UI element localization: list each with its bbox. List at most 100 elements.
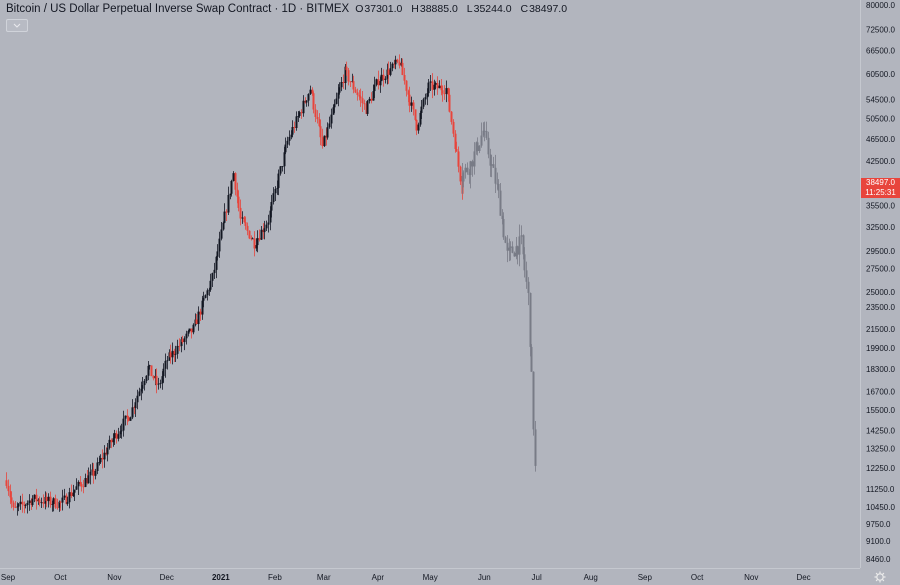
candle-body — [239, 207, 242, 219]
projection-candle-body — [518, 236, 521, 255]
candle-body — [291, 127, 294, 135]
candle-body — [101, 457, 104, 460]
candle-body — [199, 311, 202, 315]
candle-body — [173, 350, 176, 355]
candle-body — [258, 238, 261, 240]
bar-countdown: 11:25:31 — [865, 187, 896, 197]
candle-body — [138, 391, 141, 396]
candle-body — [267, 222, 270, 225]
candle-body — [136, 395, 139, 403]
price-tick-label: 18300.0 — [866, 365, 895, 374]
candle-body — [332, 107, 335, 115]
candle-body — [274, 188, 277, 194]
high-key: H — [411, 3, 419, 15]
projection-candle-body — [494, 167, 497, 184]
candle-body — [47, 496, 50, 502]
candle-body — [112, 438, 115, 443]
candle-body — [443, 93, 446, 95]
candle-body — [272, 193, 275, 202]
low-value: 35244.0 — [473, 3, 512, 15]
projection-candle-body — [492, 164, 495, 168]
candle-body — [253, 238, 256, 249]
candle-body — [349, 81, 352, 83]
candle-body — [126, 415, 129, 418]
projection-candle-body — [489, 154, 492, 166]
candle-body — [213, 269, 216, 274]
candle-body — [166, 360, 169, 362]
projection-candle-body — [487, 137, 490, 155]
candle-body — [122, 418, 125, 431]
time-tick-label: Nov — [107, 573, 121, 582]
gear-icon[interactable] — [874, 571, 886, 583]
candle-body — [345, 66, 348, 71]
candle-body — [311, 89, 314, 94]
candle-body — [347, 70, 350, 82]
candle-body — [389, 68, 392, 75]
time-axis[interactable]: Sep Oct Nov Dec 2021 Feb Mar Apr May Jun Jul Aug Sep… — [1, 573, 811, 582]
collapse-legend-button[interactable] — [6, 19, 28, 32]
time-tick-label: Sep — [1, 573, 16, 582]
candle-body — [84, 478, 87, 487]
open-value: 37301.0 — [364, 3, 403, 15]
candle-body — [73, 489, 76, 493]
candle-body — [183, 338, 186, 343]
price-tick-label: 35500.0 — [866, 201, 895, 210]
candle-body — [169, 352, 172, 358]
candle-body — [155, 375, 158, 385]
time-tick-label: Aug — [584, 573, 598, 582]
chevron-down-icon — [13, 23, 21, 28]
price-tick-label: 9100.0 — [866, 537, 891, 546]
candle-body — [148, 365, 151, 367]
time-tick-label: Sep — [638, 573, 653, 582]
candle-body — [246, 225, 249, 231]
candle-body — [429, 81, 432, 83]
price-tick-label: 15500.0 — [866, 406, 895, 415]
symbol-title[interactable]: Bitcoin / US Dollar Perpetual Inverse Sw… — [6, 3, 350, 15]
price-tick-label: 11250.0 — [866, 485, 895, 494]
candle-body — [26, 502, 29, 506]
time-tick-label: Oct — [54, 573, 67, 582]
candle-body — [422, 99, 425, 107]
price-tick-label: 27500.0 — [866, 264, 895, 273]
candle-body — [45, 496, 48, 502]
candle-body — [40, 502, 43, 504]
candle-body — [377, 79, 380, 86]
candle-body — [337, 92, 340, 99]
candle-body — [52, 498, 55, 505]
projection-candle-body — [480, 135, 483, 146]
price-tick-label: 42500.0 — [866, 157, 895, 166]
candle-body — [269, 210, 272, 223]
candle-body — [251, 238, 254, 240]
candle-body — [279, 166, 282, 174]
candle-body — [407, 90, 410, 95]
candle-body — [412, 102, 415, 110]
candle-body — [12, 502, 15, 508]
candle-body — [9, 491, 12, 498]
candle-body — [398, 61, 401, 66]
candle-body — [298, 112, 301, 116]
time-tick-label: May — [423, 573, 438, 582]
projection-candle-body — [462, 172, 465, 182]
candle-body — [424, 97, 427, 100]
candle-body — [79, 481, 82, 485]
candle-body — [35, 494, 38, 502]
price-axis[interactable]: 80000.0 72500.0 66500.0 60500.0 54500.0 50500… — [866, 1, 895, 564]
candle-body — [342, 81, 345, 84]
candle-body — [225, 211, 228, 213]
candle-body — [286, 140, 289, 145]
candle-body — [438, 85, 441, 89]
price-tick-label: 12250.0 — [866, 464, 895, 473]
candle-body — [162, 368, 165, 377]
projection-candle-body — [476, 142, 479, 151]
candle-body — [80, 484, 83, 487]
candle-body — [358, 94, 361, 97]
candle-body — [297, 115, 300, 117]
candle-body — [335, 98, 338, 104]
time-tick-label: Jun — [478, 573, 491, 582]
candle-body — [260, 229, 263, 240]
candle-body — [143, 380, 146, 386]
price-tick-label: 23500.0 — [866, 303, 895, 312]
candle-body — [354, 89, 357, 93]
candle-body — [129, 417, 132, 421]
